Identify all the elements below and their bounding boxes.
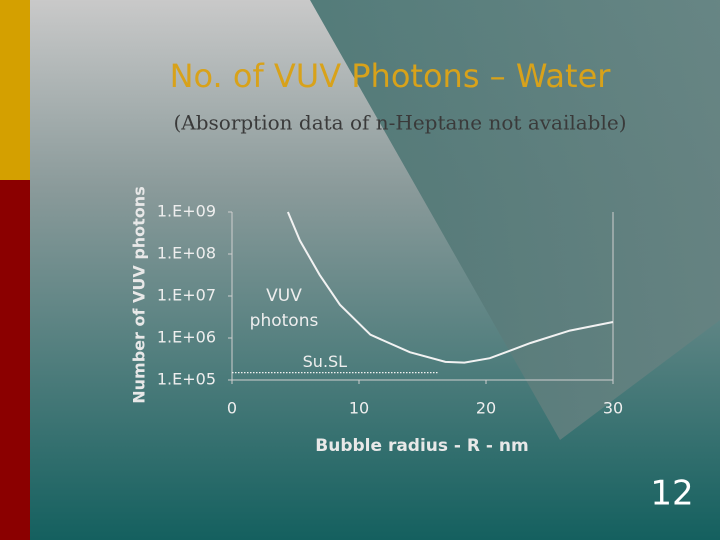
title: No. of VUV Photons – Water [170, 57, 612, 95]
series-label: Su.SL [303, 352, 348, 371]
accent-bar [0, 180, 30, 540]
x-tick-label: 20 [476, 399, 496, 418]
x-axis-label: Bubble radius - R - nm [315, 436, 528, 456]
y-tick-label: 1.E+07 [157, 286, 216, 305]
x-tick-label: 10 [349, 399, 369, 418]
annotation: VUV [266, 286, 302, 306]
y-tick-label: 1.E+06 [157, 328, 216, 347]
x-tick-label: 0 [227, 399, 237, 418]
x-tick-label: 30 [603, 399, 623, 418]
annotation: photons [250, 311, 319, 331]
accent-bar [0, 0, 30, 180]
subtitle: (Absorption data of n-Heptane not availa… [173, 111, 626, 135]
y-tick-label: 1.E+08 [157, 244, 216, 263]
background-shape [310, 0, 720, 440]
series-line [286, 211, 614, 364]
y-tick-label: 1.E+09 [157, 202, 216, 221]
page-number: 12 [650, 474, 693, 514]
y-axis-label: Number of VUV photons [130, 186, 149, 403]
y-tick-label: 1.E+05 [157, 370, 216, 389]
